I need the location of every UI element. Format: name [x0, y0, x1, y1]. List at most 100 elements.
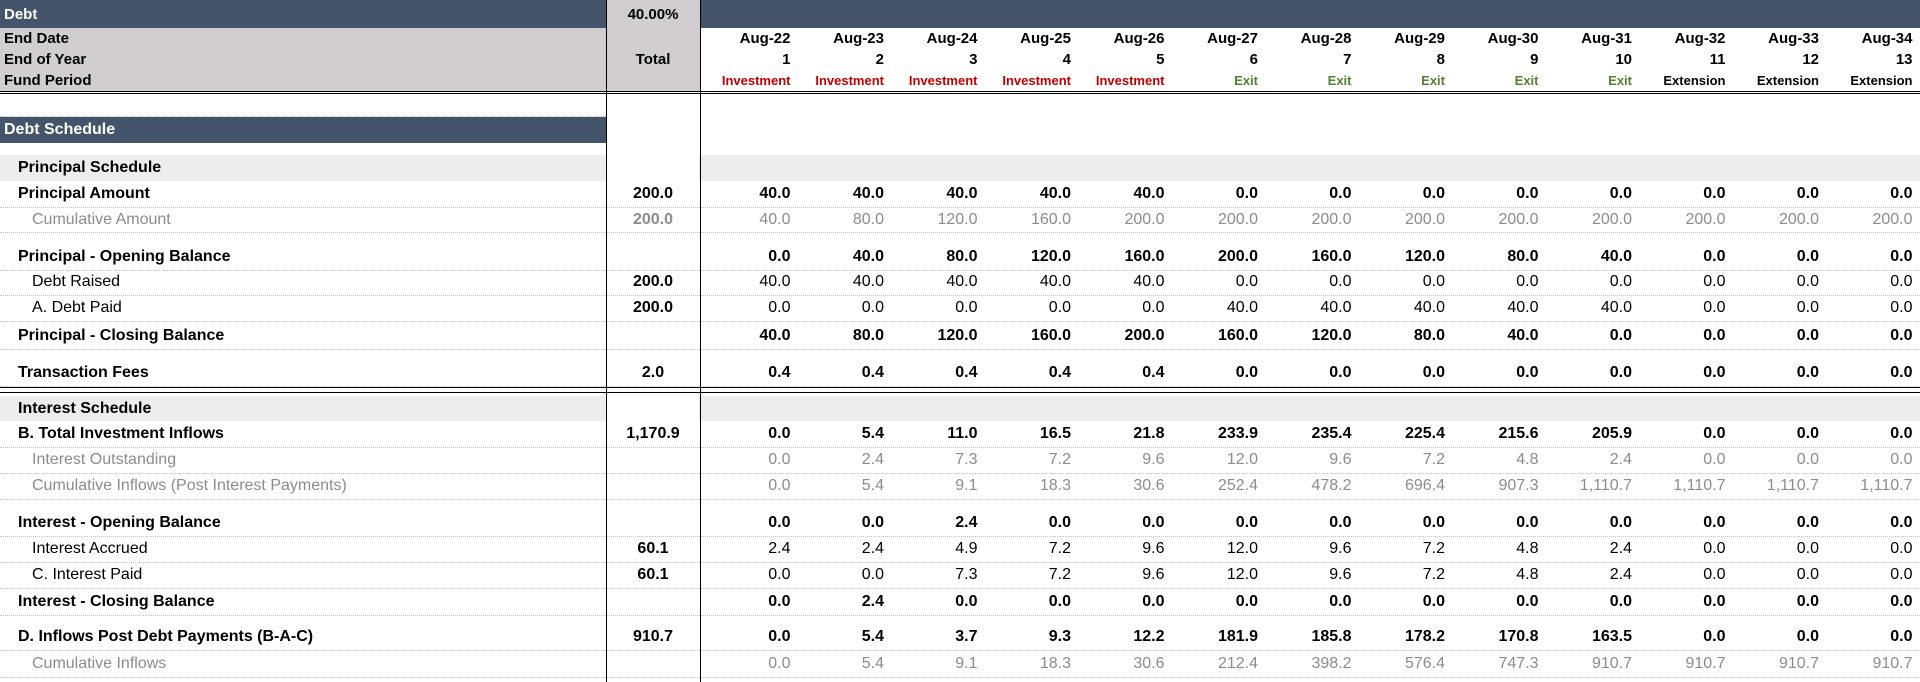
value-cell[interactable]: 0.0	[1822, 295, 1916, 321]
value-cell[interactable]: 0.0	[1355, 588, 1449, 615]
value-cell[interactable]: 0.0	[1822, 536, 1916, 562]
value-cell[interactable]: 0.0	[1168, 269, 1262, 295]
row-label[interactable]: Transaction Fees	[0, 359, 606, 386]
value-cell[interactable]: 40.0	[1261, 295, 1355, 321]
value-cell[interactable]: 200.0	[1168, 243, 1262, 270]
value-cell[interactable]: 40.0	[1542, 295, 1636, 321]
fund-period-cell[interactable]: Exit	[1355, 70, 1449, 91]
value-cell[interactable]: 4.8	[1448, 447, 1542, 473]
fund-period-cell[interactable]: Investment	[1074, 70, 1168, 91]
value-cell[interactable]: 40.0	[1448, 322, 1542, 349]
fund-period-cell[interactable]: Investment	[981, 70, 1075, 91]
row-label[interactable]: B. Total Investment Inflows	[0, 421, 606, 447]
value-cell[interactable]: 910.7	[1542, 650, 1636, 677]
header-cell[interactable]: Aug-24	[887, 28, 981, 49]
value-cell[interactable]: 80.0	[794, 322, 888, 349]
value-cell[interactable]: 40.0	[981, 269, 1075, 295]
value-cell[interactable]: 7.2	[981, 562, 1075, 588]
value-cell[interactable]: 0.0	[1729, 562, 1823, 588]
fund-period-cell[interactable]: Extension	[1635, 70, 1729, 91]
row-label[interactable]: Cumulative Inflows	[0, 650, 606, 677]
fund-period-cell[interactable]: Extension	[1729, 70, 1823, 91]
row-total[interactable]: 2.0	[606, 359, 700, 386]
row-label[interactable]: Principal - Closing Balance	[0, 322, 606, 349]
value-cell[interactable]: 0.0	[1822, 269, 1916, 295]
value-cell[interactable]: 9.6	[1261, 562, 1355, 588]
value-cell[interactable]: 0.0	[1074, 588, 1168, 615]
value-cell[interactable]: 2.4	[794, 588, 888, 615]
value-cell[interactable]: 0.0	[1822, 509, 1916, 536]
value-cell[interactable]: 40.0	[794, 180, 888, 207]
fund-period-cell[interactable]: Investment	[794, 70, 888, 91]
value-cell[interactable]: 1,110.7	[1822, 473, 1916, 499]
value-cell[interactable]: 18.3	[981, 473, 1075, 499]
value-cell[interactable]: 0.0	[1168, 509, 1262, 536]
value-cell[interactable]: 120.0	[1355, 243, 1449, 270]
value-cell[interactable]: 576.4	[1355, 650, 1449, 677]
value-cell[interactable]: 200.0	[1074, 207, 1168, 232]
value-cell[interactable]: 18.3	[981, 650, 1075, 677]
value-cell[interactable]: 7.3	[887, 447, 981, 473]
value-cell[interactable]: 40.0	[981, 180, 1075, 207]
value-cell[interactable]: 9.1	[887, 473, 981, 499]
value-cell[interactable]: 5.4	[794, 473, 888, 499]
value-cell[interactable]: 0.0	[1635, 295, 1729, 321]
value-cell[interactable]: 910.7	[1635, 650, 1729, 677]
row-label[interactable]: Principal - Opening Balance	[0, 243, 606, 270]
value-cell[interactable]: 160.0	[1168, 322, 1262, 349]
value-cell[interactable]: 200.0	[1168, 207, 1262, 232]
header-cell[interactable]: Aug-22	[700, 28, 794, 49]
value-cell[interactable]: 12.2	[1074, 624, 1168, 650]
value-cell[interactable]: 212.4	[1168, 650, 1262, 677]
header-cell[interactable]: 13	[1822, 49, 1916, 70]
value-cell[interactable]: 7.2	[1355, 536, 1449, 562]
row-total[interactable]	[606, 588, 700, 615]
value-cell[interactable]: 0.0	[700, 624, 794, 650]
value-cell[interactable]: 0.0	[1729, 447, 1823, 473]
value-cell[interactable]: 40.0	[887, 269, 981, 295]
value-cell[interactable]: 9.6	[1074, 447, 1168, 473]
header-cell[interactable]: 1	[700, 49, 794, 70]
value-cell[interactable]: 0.0	[700, 562, 794, 588]
value-cell[interactable]: 2.4	[794, 447, 888, 473]
value-cell[interactable]: 0.0	[887, 295, 981, 321]
value-cell[interactable]: 0.0	[1822, 588, 1916, 615]
value-cell[interactable]: 0.0	[1729, 295, 1823, 321]
value-cell[interactable]: 16.5	[981, 421, 1075, 447]
value-cell[interactable]: 160.0	[1261, 243, 1355, 270]
header-total[interactable]	[606, 70, 700, 91]
value-cell[interactable]: 0.0	[1168, 588, 1262, 615]
value-cell[interactable]: 160.0	[981, 322, 1075, 349]
row-label[interactable]: Debt Raised	[0, 269, 606, 295]
value-cell[interactable]: 11.0	[887, 421, 981, 447]
value-cell[interactable]: 200.0	[1542, 207, 1636, 232]
row-label[interactable]: Interest Accrued	[0, 536, 606, 562]
value-cell[interactable]: 0.0	[794, 562, 888, 588]
value-cell[interactable]: 3.7	[887, 624, 981, 650]
value-cell[interactable]: 0.0	[1261, 359, 1355, 386]
row-total[interactable]: 1,170.9	[606, 421, 700, 447]
value-cell[interactable]: 0.4	[1074, 359, 1168, 386]
value-cell[interactable]: 0.0	[1635, 536, 1729, 562]
header-cell[interactable]: Aug-23	[794, 28, 888, 49]
value-cell[interactable]: 40.0	[794, 243, 888, 270]
header-cell[interactable]: 10	[1542, 49, 1636, 70]
value-cell[interactable]: 200.0	[1261, 207, 1355, 232]
value-cell[interactable]: 0.0	[1729, 180, 1823, 207]
value-cell[interactable]: 178.2	[1355, 624, 1449, 650]
header-cell[interactable]: 7	[1261, 49, 1355, 70]
value-cell[interactable]: 2.4	[1542, 447, 1636, 473]
value-cell[interactable]: 0.0	[1729, 269, 1823, 295]
row-total[interactable]	[606, 650, 700, 677]
value-cell[interactable]: 0.0	[1729, 509, 1823, 536]
value-cell[interactable]: 0.0	[1448, 509, 1542, 536]
value-cell[interactable]: 9.6	[1074, 536, 1168, 562]
row-total[interactable]	[606, 447, 700, 473]
sheet-title-cell[interactable]: Debt	[0, 0, 606, 28]
row-label[interactable]: Interest Outstanding	[0, 447, 606, 473]
value-cell[interactable]: 0.0	[1635, 180, 1729, 207]
row-total[interactable]: 60.1	[606, 562, 700, 588]
row-total[interactable]	[606, 473, 700, 499]
header-cell[interactable]: Aug-34	[1822, 28, 1916, 49]
value-cell[interactable]: 0.4	[794, 359, 888, 386]
